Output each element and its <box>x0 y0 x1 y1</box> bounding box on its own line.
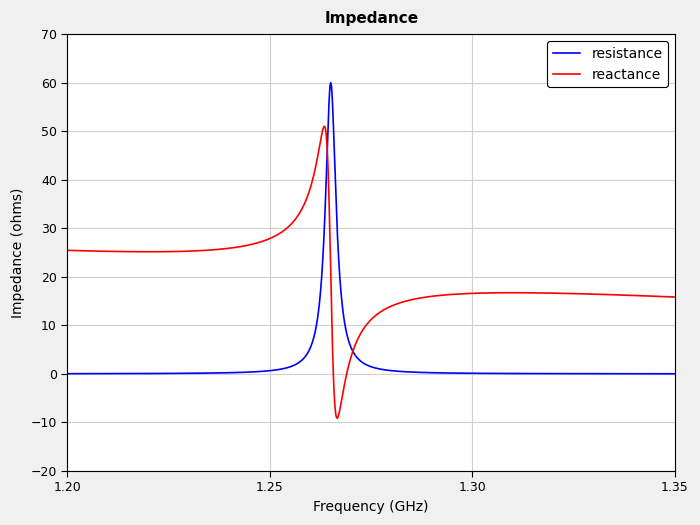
reactance <box>458 291 467 297</box>
reactance <box>174 248 182 255</box>
resistance <box>517 371 525 377</box>
reactance <box>63 247 71 254</box>
Y-axis label: Impedance (ohms): Impedance (ohms) <box>11 187 25 318</box>
resistance <box>563 371 571 377</box>
reactance <box>428 293 436 299</box>
resistance <box>174 370 182 376</box>
Title: Impedance: Impedance <box>324 11 419 26</box>
X-axis label: Frequency (GHz): Frequency (GHz) <box>314 500 429 514</box>
reactance <box>320 123 328 130</box>
resistance <box>458 370 467 376</box>
Line: reactance: reactance <box>67 127 675 418</box>
reactance <box>671 294 679 300</box>
resistance <box>63 371 71 377</box>
Line: resistance: resistance <box>67 83 675 374</box>
Legend: resistance, reactance: resistance, reactance <box>547 41 668 87</box>
reactance <box>295 210 304 216</box>
resistance <box>326 80 335 86</box>
reactance <box>333 415 342 422</box>
reactance <box>563 290 571 297</box>
resistance <box>671 371 679 377</box>
resistance <box>295 359 304 365</box>
reactance <box>517 290 525 296</box>
resistance <box>428 370 436 376</box>
